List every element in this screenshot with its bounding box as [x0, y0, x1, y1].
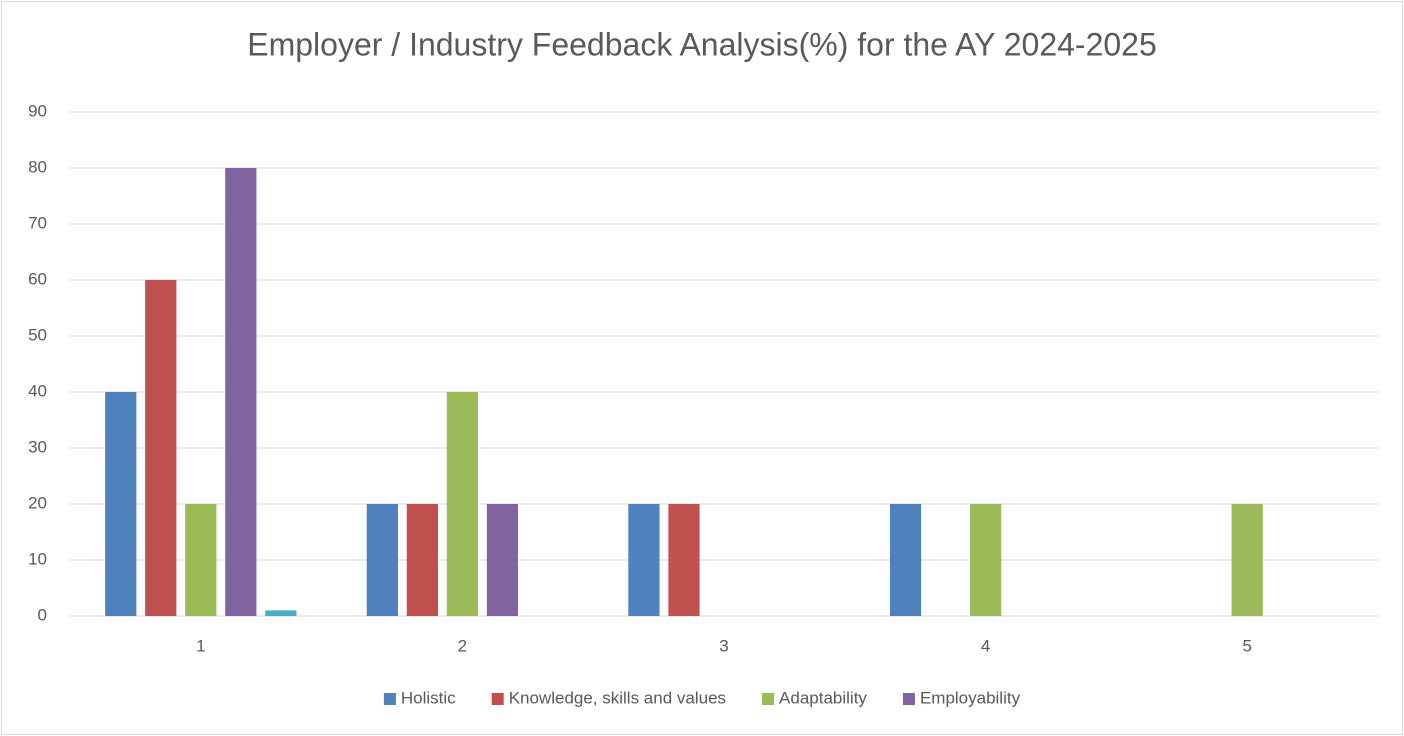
y-tick-label: 20: [28, 493, 47, 512]
bar: [105, 392, 137, 616]
bar: [366, 504, 398, 616]
legend-swatch: [383, 693, 396, 705]
y-tick-label: 30: [28, 437, 47, 456]
legend-label: Adaptability: [779, 688, 867, 707]
x-tick-label: 3: [719, 636, 728, 655]
y-tick-label: 50: [28, 325, 47, 344]
x-tick-label: 2: [458, 636, 467, 655]
legend-label: Holistic: [401, 688, 456, 707]
bar: [225, 168, 257, 616]
bar: [145, 280, 177, 616]
y-tick-label: 90: [28, 101, 47, 120]
legend-label: Knowledge, skills and values: [509, 688, 726, 707]
x-tick-label: 4: [981, 636, 990, 655]
legend-swatch: [762, 693, 775, 705]
bar: [446, 392, 479, 616]
bar: [185, 504, 217, 616]
bar: [668, 504, 700, 616]
legend-swatch: [902, 693, 915, 705]
legend-label: Employability: [920, 688, 1021, 707]
chart-title: Employer / Industry Feedback Analysis(%)…: [247, 26, 1157, 62]
bar: [1231, 504, 1263, 616]
bar: [969, 504, 1002, 616]
bar: [486, 504, 519, 616]
legend-swatch: [491, 693, 504, 705]
bar: [265, 610, 297, 616]
x-tick-label: 5: [1242, 636, 1251, 655]
bar: [406, 504, 438, 616]
bar: [628, 504, 660, 616]
y-tick-label: 40: [28, 381, 47, 400]
x-tick-label: 1: [196, 636, 205, 655]
y-tick-label: 0: [38, 605, 47, 624]
bar: [889, 504, 922, 616]
y-tick-label: 80: [28, 157, 47, 176]
y-tick-label: 70: [28, 213, 47, 232]
y-tick-label: 10: [28, 549, 47, 568]
y-tick-label: 60: [28, 269, 47, 288]
